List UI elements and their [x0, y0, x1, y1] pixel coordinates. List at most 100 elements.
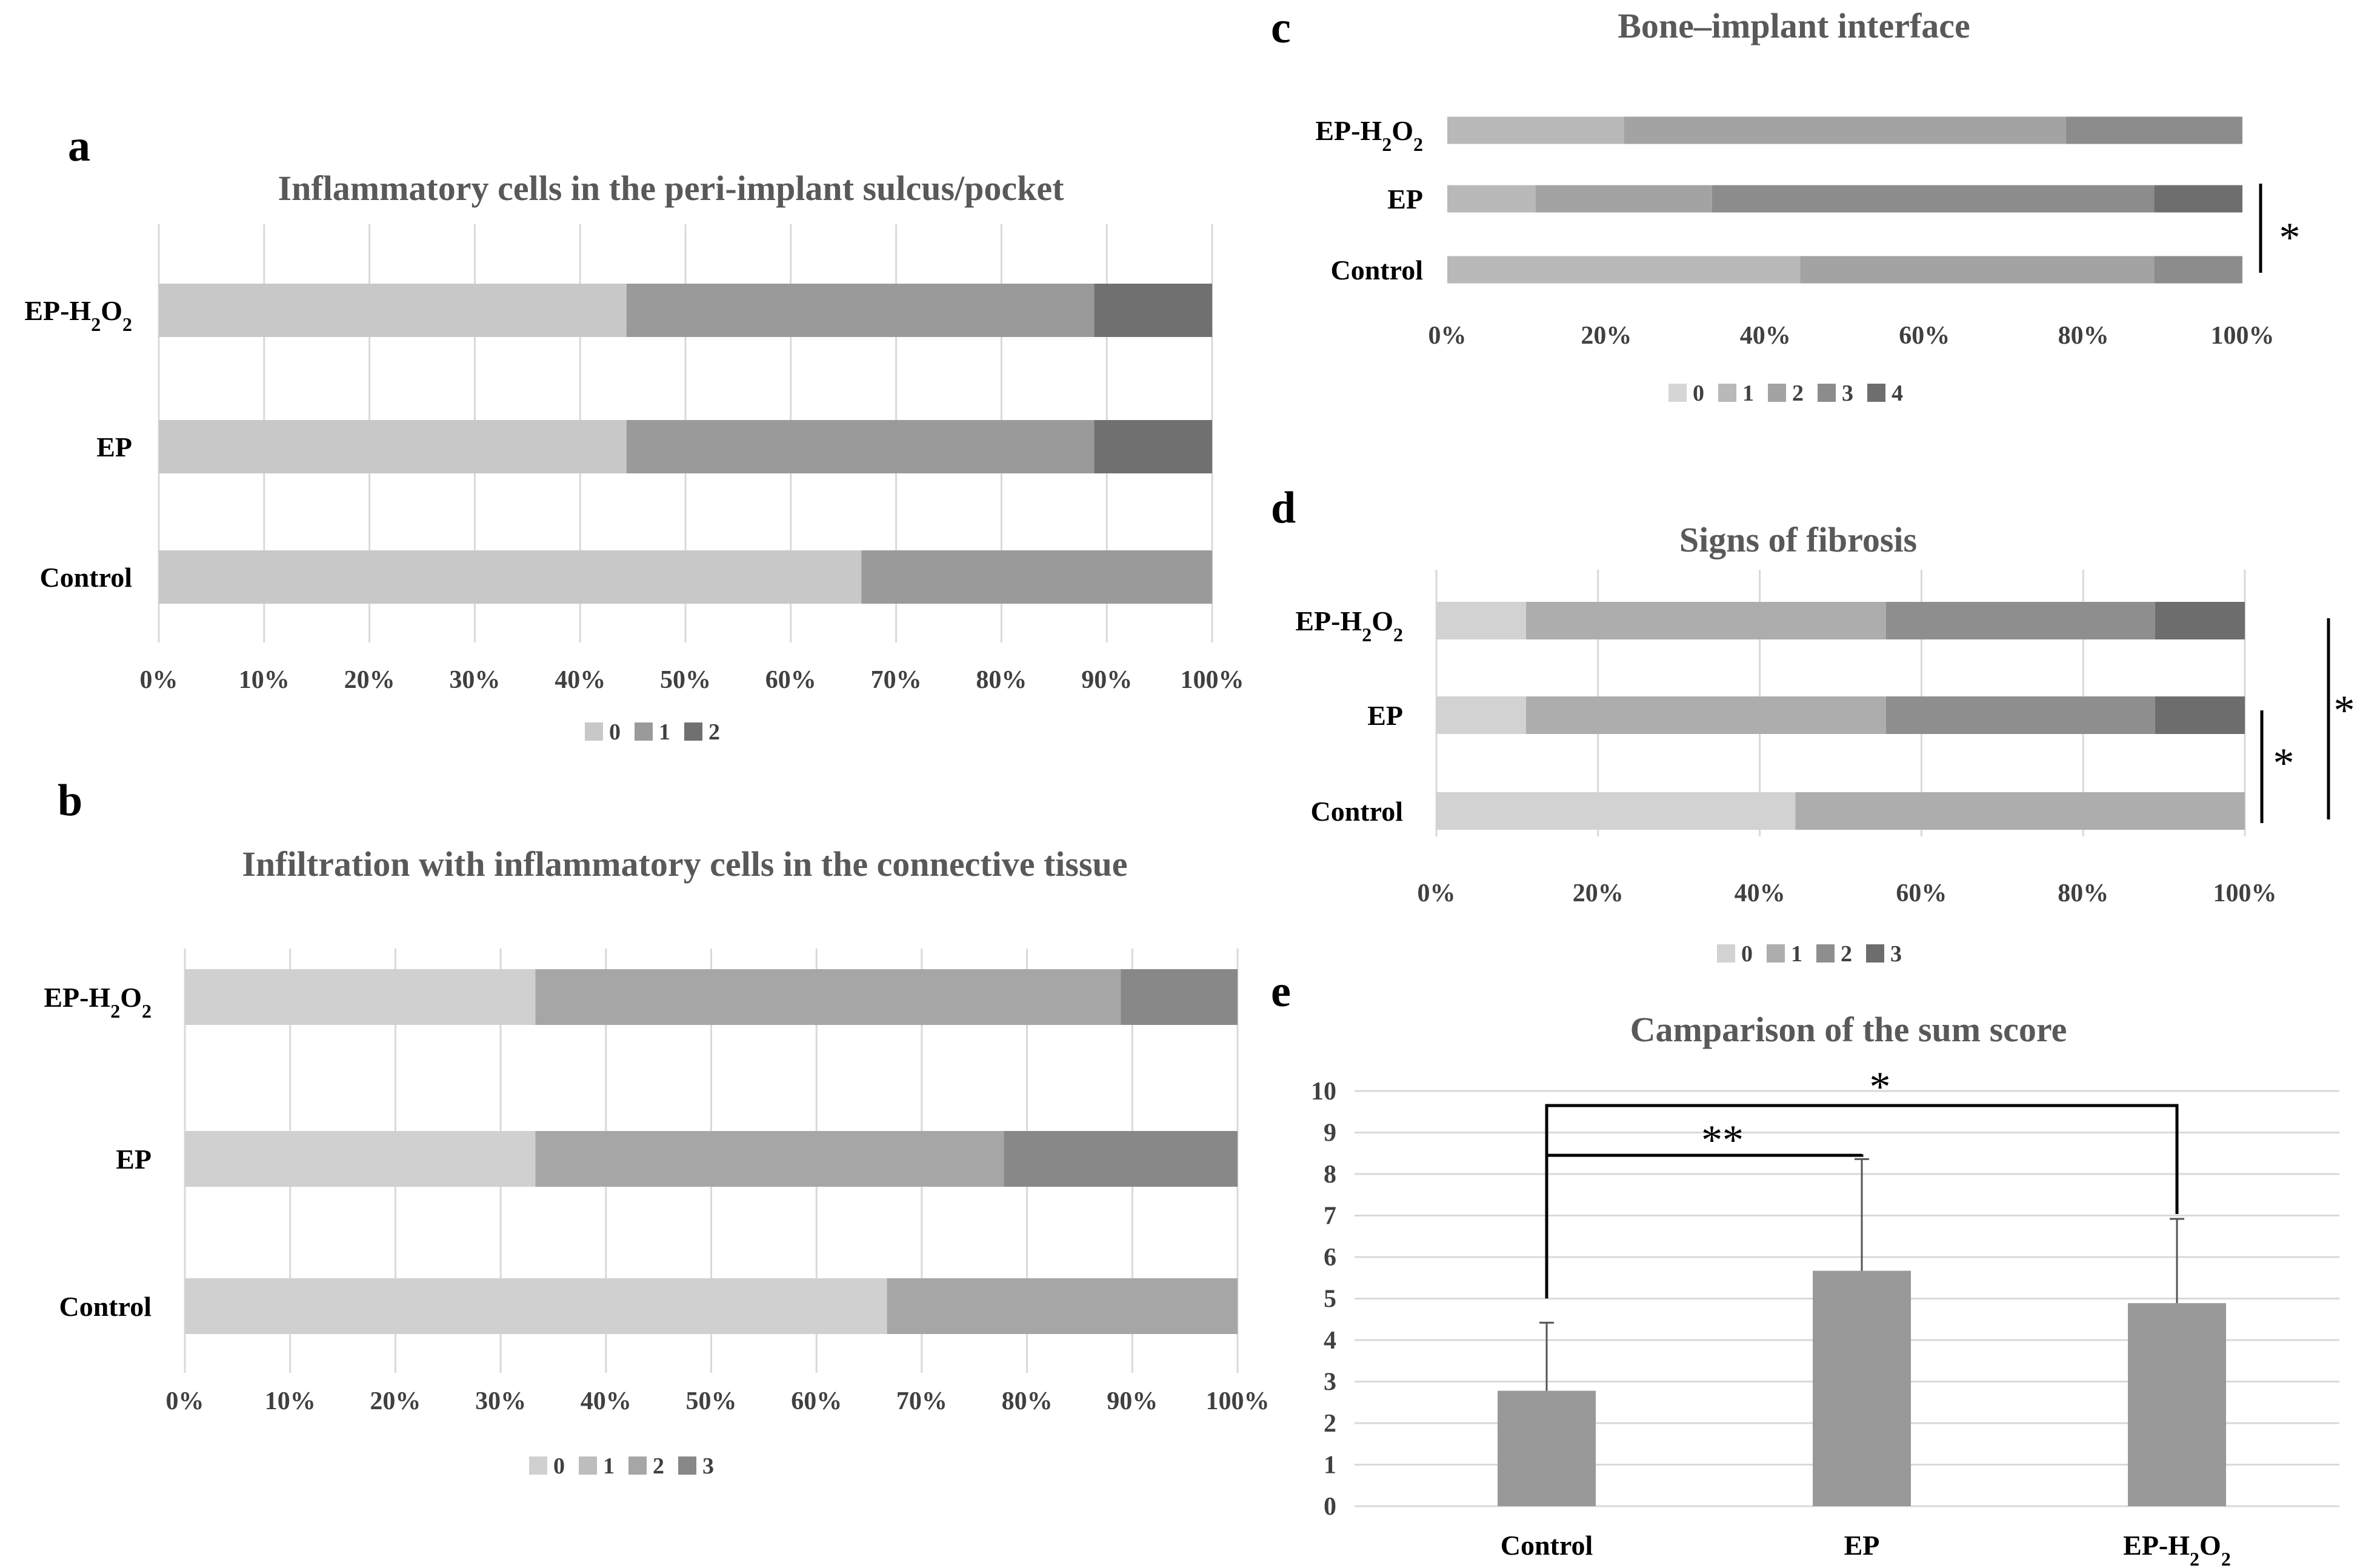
x-tick-label-a: 70% [871, 666, 922, 694]
panel-letter-b: b [58, 776, 82, 826]
legend-label-d-0: 0 [1741, 941, 1753, 967]
bar-a-EP-H2O2-level-1 [626, 284, 1095, 337]
x-tick-label-d: 80% [2058, 879, 2108, 907]
bar-d-EP-level-0 [1436, 696, 1527, 734]
category-label-b: EP-H2O2 [44, 982, 152, 1022]
chart-a: Inflammatory cells in the peri-implant s… [24, 168, 1244, 745]
category-label-a-mid: O [101, 295, 122, 326]
category-label-a: EP [96, 432, 132, 462]
bar-b-EP-H2O2-level-2 [535, 969, 1121, 1025]
category-label-e-base: Control [1501, 1530, 1593, 1561]
category-label-c-sub2: 2 [1413, 133, 1423, 155]
category-label-a: Control [40, 562, 133, 593]
category-label-c: EP-H2O2 [1315, 115, 1423, 155]
category-label-b-sub2: 2 [142, 1000, 152, 1022]
legend-swatch-c-4 [1867, 384, 1885, 402]
x-tick-label-d: 0% [1418, 879, 1456, 907]
bar-a-Control-level-1 [861, 550, 1212, 604]
legend-label-a-2: 2 [708, 719, 720, 745]
significance-marker-e-ep: ** [1701, 1117, 1744, 1164]
bar-c-EP-H2O2-level-2 [1624, 116, 2066, 144]
x-tick-label-a: 0% [140, 666, 178, 694]
bar-d-EP-H2O2-level-2 [1885, 602, 2155, 639]
bar-c-Control-level-3 [2154, 256, 2242, 284]
legend-label-b-3: 3 [702, 1453, 714, 1479]
x-tick-label-d: 40% [1735, 879, 1785, 907]
y-tick-label-e: 3 [1324, 1369, 1336, 1396]
significance-marker-c: * [2279, 215, 2301, 261]
bar-c-EP-H2O2-level-1 [1447, 116, 1624, 144]
panel-letter-c: c [1271, 3, 1291, 53]
legend-swatch-b-1 [579, 1456, 597, 1475]
category-label-d: Control [1311, 796, 1404, 827]
x-tick-label-b: 100% [1206, 1387, 1270, 1415]
x-tick-label-c: 60% [1899, 322, 1950, 350]
category-label-b-base: Control [59, 1291, 152, 1322]
category-label-e: EP [1844, 1530, 1880, 1561]
category-label-e: EP-H2O2 [2123, 1530, 2231, 1568]
category-label-e-sub1: 2 [2190, 1548, 2199, 1568]
category-label-e-mid: O [2199, 1530, 2221, 1561]
legend-swatch-d-2 [1816, 944, 1835, 962]
bar-b-EP-level-3 [1004, 1131, 1238, 1187]
category-label-a-base: Control [40, 562, 133, 593]
chart-title-e: Camparison of the sum score [1630, 1010, 2067, 1049]
category-label-b: EP [116, 1144, 152, 1175]
category-label-c-sub1: 2 [1382, 133, 1392, 155]
x-tick-label-b: 0% [166, 1387, 204, 1415]
bar-e-Control [1498, 1390, 1596, 1506]
x-tick-label-b: 10% [265, 1387, 316, 1415]
category-label-c-base: Control [1331, 255, 1424, 285]
bar-a-Control-level-0 [159, 550, 862, 604]
legend-swatch-c-1 [1718, 384, 1736, 402]
bar-d-EP-level-3 [2155, 696, 2245, 734]
legend-label-c-1: 1 [1742, 381, 1754, 406]
chart-c: Bone–implant interface 0% 20% 40% 60% 80% 100%… [1315, 6, 2300, 406]
category-label-a-sub1: 2 [91, 313, 101, 335]
x-tick-label-a: 40% [555, 666, 605, 694]
category-label-d-base: EP-H [1295, 606, 1362, 636]
significance-bracket-e-ep [1545, 1153, 1864, 1299]
legend-label-d-2: 2 [1841, 941, 1852, 967]
x-tick-label-c: 20% [1581, 322, 1632, 350]
x-tick-label-c: 40% [1740, 322, 1791, 350]
category-label-c-base: EP [1387, 184, 1423, 215]
legend-swatch-d-1 [1767, 944, 1785, 962]
category-label-b-sub1: 2 [110, 1000, 120, 1022]
legend-swatch-b-3 [678, 1456, 696, 1475]
category-label-a-sub2: 2 [122, 313, 132, 335]
category-label-e-sub2: 2 [2221, 1548, 2231, 1568]
legend-label-b-0: 0 [553, 1453, 565, 1479]
x-tick-label-a: 60% [765, 666, 816, 694]
legend-swatch-a-2 [684, 722, 702, 741]
bar-b-EP-H2O2-level-0 [185, 969, 536, 1025]
bar-c-EP-level-2 [1535, 185, 1712, 213]
category-label-d-sub1: 2 [1362, 624, 1372, 646]
x-tick-label-b: 20% [370, 1387, 421, 1415]
category-label-d-sub2: 2 [1393, 624, 1403, 646]
category-label-a-base: EP [96, 432, 132, 462]
category-label-d: EP-H2O2 [1295, 606, 1403, 646]
x-tick-label-b: 70% [896, 1387, 947, 1415]
bar-d-EP-level-1 [1526, 696, 1886, 734]
x-tick-label-a: 100% [1181, 666, 1244, 694]
category-label-b-base: EP [116, 1144, 152, 1175]
legend-swatch-a-1 [635, 722, 653, 741]
x-tick-label-b: 30% [475, 1387, 526, 1415]
bar-b-Control-level-0 [185, 1278, 887, 1334]
category-label-c: EP [1387, 184, 1423, 215]
x-tick-label-c: 0% [1428, 322, 1467, 350]
significance-marker-d-eph2o2: * [2334, 687, 2355, 734]
y-tick-label-e: 2 [1324, 1410, 1336, 1438]
legend-swatch-c-3 [1818, 384, 1836, 402]
category-label-b-mid: O [120, 982, 142, 1013]
legend-label-b-1: 1 [603, 1453, 615, 1479]
chart-title-d: Signs of fibrosis [1679, 520, 1917, 559]
legend-label-c-3: 3 [1842, 381, 1853, 406]
x-tick-label-a: 20% [344, 666, 395, 694]
category-label-b-base: EP-H [44, 982, 110, 1013]
bar-c-Control-level-1 [1447, 256, 1801, 284]
bar-d-EP-level-2 [1885, 696, 2155, 734]
x-tick-label-c: 80% [2058, 322, 2109, 350]
